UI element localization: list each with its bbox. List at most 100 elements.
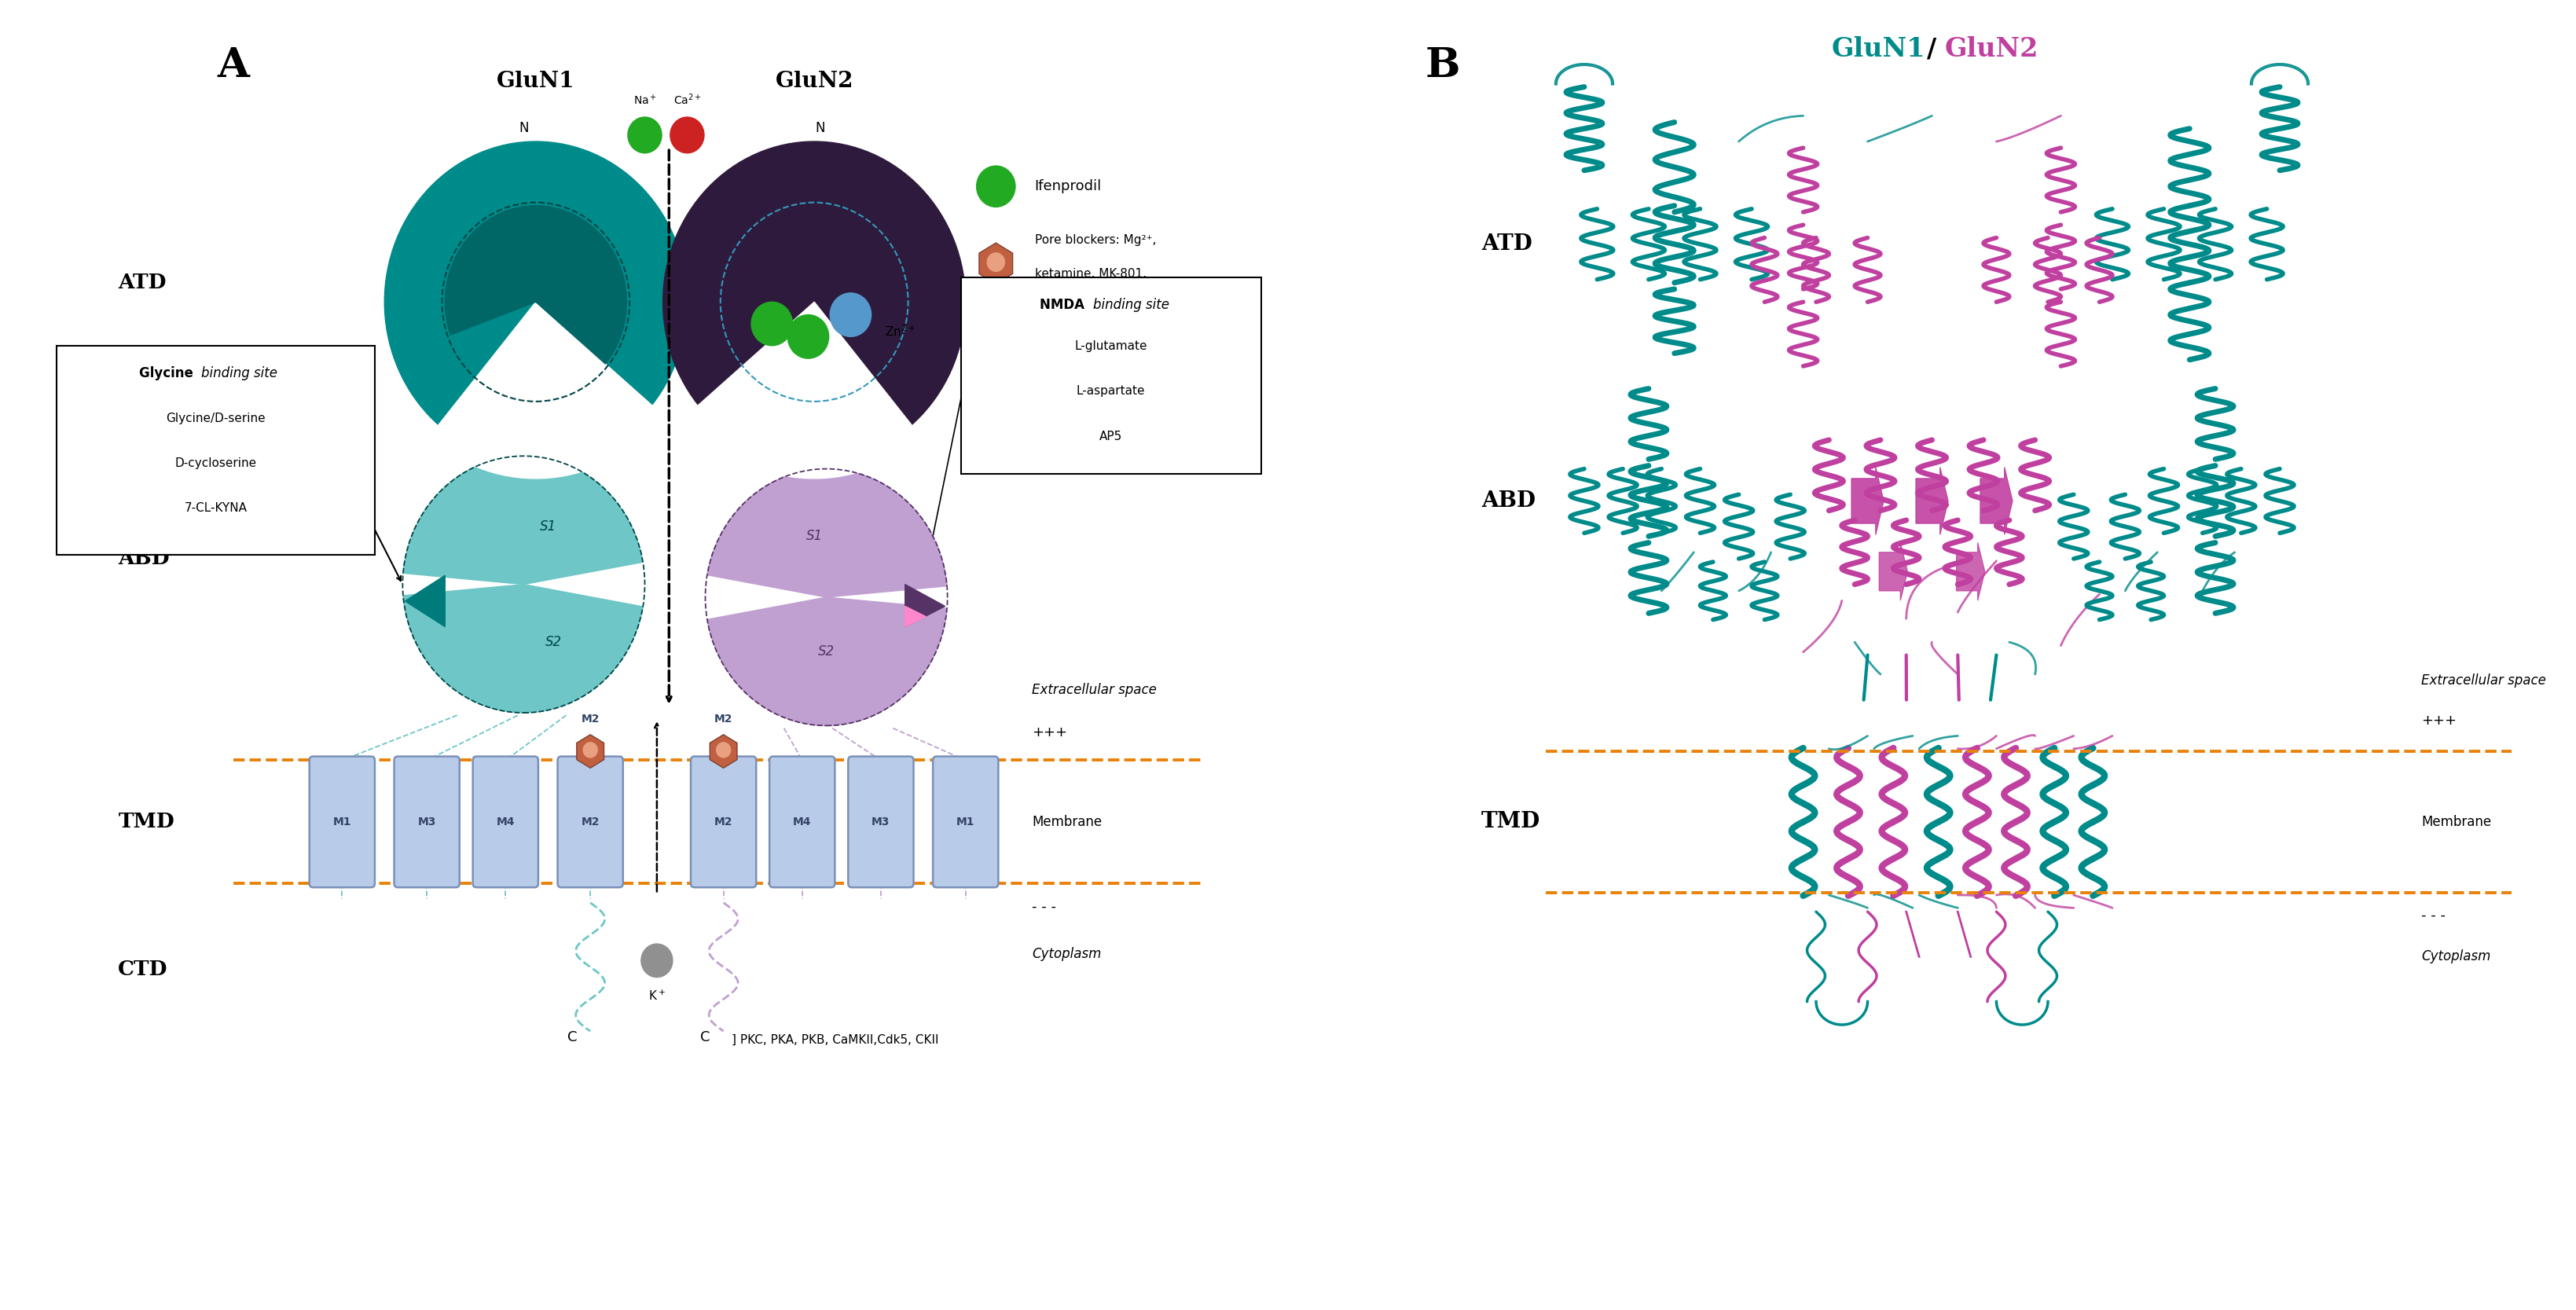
Text: Na$^+$: Na$^+$ bbox=[634, 93, 657, 107]
Text: +++: +++ bbox=[2421, 714, 2458, 727]
Text: GluN2: GluN2 bbox=[1945, 37, 2038, 62]
Polygon shape bbox=[1852, 468, 1883, 534]
Text: ABD: ABD bbox=[118, 549, 170, 569]
Text: M4: M4 bbox=[497, 816, 515, 828]
Text: ATD: ATD bbox=[118, 272, 167, 292]
Text: Zn$^{2+}$: Zn$^{2+}$ bbox=[884, 324, 914, 339]
FancyBboxPatch shape bbox=[394, 756, 459, 887]
Text: D-cycloserine: D-cycloserine bbox=[175, 457, 258, 469]
FancyBboxPatch shape bbox=[933, 756, 999, 887]
Text: TMD: TMD bbox=[1481, 811, 1540, 832]
Text: Pore blockers: Mg²⁺,: Pore blockers: Mg²⁺, bbox=[1036, 234, 1157, 246]
Circle shape bbox=[662, 141, 966, 462]
Text: Ca$^{2+}$: Ca$^{2+}$ bbox=[672, 92, 701, 107]
Polygon shape bbox=[1981, 468, 2012, 534]
Text: TMD: TMD bbox=[118, 812, 175, 832]
Text: PCP, memantine: PCP, memantine bbox=[1036, 301, 1133, 313]
Text: Membrane: Membrane bbox=[2421, 815, 2491, 829]
Circle shape bbox=[716, 743, 732, 757]
Text: B: B bbox=[1425, 45, 1461, 85]
Text: NMDA: NMDA bbox=[1041, 299, 1090, 312]
Wedge shape bbox=[402, 456, 644, 584]
Text: 7-CL-KYNA: 7-CL-KYNA bbox=[183, 502, 247, 514]
Text: A: A bbox=[216, 45, 250, 85]
Text: Extracellular space: Extracellular space bbox=[2421, 673, 2545, 688]
Polygon shape bbox=[1917, 468, 1947, 534]
Text: ] PKC, PKA, PKB, CaMKII,Cdk5, CKII: ] PKC, PKA, PKB, CaMKII,Cdk5, CKII bbox=[732, 1034, 940, 1045]
Circle shape bbox=[582, 743, 598, 757]
Text: C: C bbox=[701, 1030, 711, 1044]
Circle shape bbox=[788, 314, 829, 359]
Polygon shape bbox=[979, 242, 1012, 284]
Polygon shape bbox=[904, 607, 925, 626]
FancyBboxPatch shape bbox=[961, 278, 1262, 474]
Text: L-glutamate: L-glutamate bbox=[1074, 341, 1146, 352]
Text: AP5: AP5 bbox=[1100, 430, 1123, 441]
Text: /: / bbox=[1927, 37, 1937, 62]
Text: Glycine/D-serine: Glycine/D-serine bbox=[165, 413, 265, 424]
Polygon shape bbox=[711, 735, 737, 768]
Circle shape bbox=[629, 117, 662, 153]
Text: CTD: CTD bbox=[118, 960, 167, 980]
Wedge shape bbox=[428, 301, 665, 478]
Wedge shape bbox=[446, 206, 626, 364]
Text: Cytoplasm: Cytoplasm bbox=[1033, 947, 1103, 962]
Text: L-aspartate: L-aspartate bbox=[1077, 385, 1146, 397]
Polygon shape bbox=[1878, 542, 1906, 600]
Text: N: N bbox=[518, 121, 528, 135]
Polygon shape bbox=[577, 735, 603, 768]
FancyBboxPatch shape bbox=[770, 756, 835, 887]
Text: binding site: binding site bbox=[1092, 299, 1170, 312]
Circle shape bbox=[384, 141, 688, 462]
Circle shape bbox=[641, 943, 672, 977]
Text: binding site: binding site bbox=[201, 365, 278, 380]
Text: M4: M4 bbox=[793, 816, 811, 828]
FancyBboxPatch shape bbox=[690, 756, 757, 887]
Circle shape bbox=[976, 166, 1015, 207]
Text: +++: +++ bbox=[1033, 724, 1066, 739]
Text: GluN1: GluN1 bbox=[497, 71, 574, 92]
Text: S1: S1 bbox=[538, 520, 556, 533]
Text: C: C bbox=[567, 1030, 577, 1044]
Text: M3: M3 bbox=[417, 816, 435, 828]
Wedge shape bbox=[402, 584, 644, 713]
Wedge shape bbox=[708, 469, 948, 597]
FancyBboxPatch shape bbox=[309, 756, 374, 887]
Text: GluN2: GluN2 bbox=[775, 71, 853, 92]
Text: Cytoplasm: Cytoplasm bbox=[2421, 950, 2491, 964]
Text: Glycine: Glycine bbox=[139, 365, 198, 380]
Text: Membrane: Membrane bbox=[1033, 815, 1103, 829]
Text: GluN1: GluN1 bbox=[1832, 37, 1927, 62]
Circle shape bbox=[670, 117, 703, 153]
Text: M2: M2 bbox=[582, 714, 600, 724]
Text: S2: S2 bbox=[819, 645, 835, 658]
Text: M3: M3 bbox=[871, 816, 891, 828]
Polygon shape bbox=[1958, 542, 1984, 600]
Circle shape bbox=[829, 293, 871, 337]
FancyBboxPatch shape bbox=[556, 756, 623, 887]
Text: Extracellular space: Extracellular space bbox=[1033, 683, 1157, 697]
Text: ABD: ABD bbox=[1481, 490, 1535, 511]
Circle shape bbox=[752, 301, 793, 346]
FancyBboxPatch shape bbox=[57, 346, 374, 555]
FancyBboxPatch shape bbox=[474, 756, 538, 887]
Text: M2: M2 bbox=[714, 816, 732, 828]
Polygon shape bbox=[404, 575, 446, 626]
Text: ATD: ATD bbox=[1481, 233, 1533, 254]
Polygon shape bbox=[904, 584, 945, 626]
Circle shape bbox=[987, 253, 1005, 271]
Text: M2: M2 bbox=[714, 714, 732, 724]
Wedge shape bbox=[708, 597, 948, 726]
Text: K$^+$: K$^+$ bbox=[649, 989, 665, 1002]
Text: Ifenprodil: Ifenprodil bbox=[1036, 179, 1103, 194]
FancyBboxPatch shape bbox=[848, 756, 914, 887]
Text: - - -: - - - bbox=[2421, 909, 2445, 922]
Text: N: N bbox=[817, 121, 824, 135]
Text: S1: S1 bbox=[806, 528, 822, 542]
Text: M1: M1 bbox=[956, 816, 974, 828]
Wedge shape bbox=[688, 301, 922, 478]
Text: S2: S2 bbox=[546, 635, 562, 650]
Text: - - -: - - - bbox=[1033, 900, 1056, 913]
Text: M2: M2 bbox=[582, 816, 600, 828]
Text: M1: M1 bbox=[332, 816, 350, 828]
